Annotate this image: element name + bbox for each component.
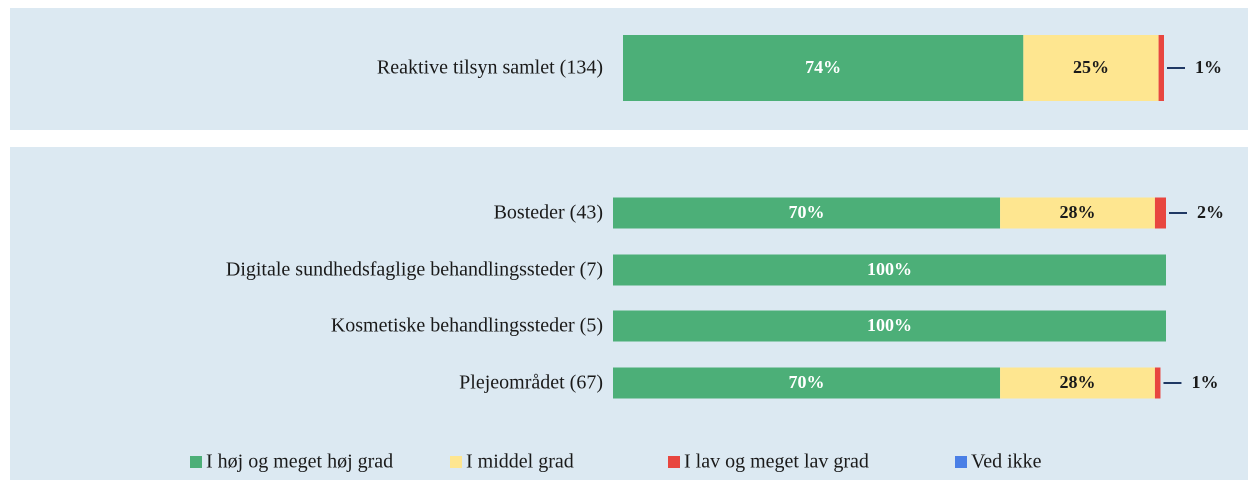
value-label: 28% [1060, 372, 1096, 392]
legend-label: I høj og meget høj grad [206, 451, 393, 473]
value-label: 2% [1197, 202, 1224, 222]
category-label: Reaktive tilsyn samlet (134) [377, 57, 603, 79]
category-label: Digitale sundhedsfaglige behandlingssted… [226, 259, 603, 281]
bar-segment [613, 254, 1166, 286]
value-label: 1% [1195, 57, 1222, 77]
bar-segment [613, 197, 1001, 229]
bar-segment [1023, 35, 1159, 101]
value-label: 100% [867, 315, 912, 335]
category-label: Bosteder (43) [494, 202, 603, 224]
value-label: 28% [1060, 202, 1096, 222]
value-label: 1% [1191, 372, 1218, 392]
bar-segment [1000, 197, 1155, 229]
bar-segment [613, 367, 1001, 399]
bar-segment [1154, 197, 1166, 229]
legend-label: I middel grad [466, 451, 574, 473]
bar-segment [1158, 35, 1164, 101]
legend-label: Ved ikke [971, 451, 1042, 473]
value-label: 100% [867, 259, 912, 279]
bar-segment [1154, 367, 1161, 399]
value-label: 70% [789, 202, 825, 222]
category-label: Plejeområdet (67) [459, 372, 603, 394]
bar-segment [1000, 367, 1155, 399]
legend-swatch [190, 456, 202, 468]
legend-label: I lav og meget lav grad [684, 451, 869, 473]
category-label: Kosmetiske behandlingssteder (5) [331, 315, 603, 337]
value-label: 74% [805, 57, 841, 77]
value-label: 70% [789, 372, 825, 392]
bar-segment [613, 310, 1166, 342]
legend-swatch [450, 456, 462, 468]
legend-swatch [668, 456, 680, 468]
legend-swatch [955, 456, 967, 468]
value-label: 25% [1073, 57, 1109, 77]
bar-segment [623, 35, 1024, 101]
